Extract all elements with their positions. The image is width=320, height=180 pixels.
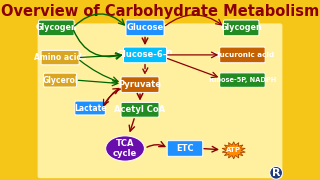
FancyBboxPatch shape	[41, 50, 79, 65]
FancyBboxPatch shape	[75, 101, 105, 115]
Text: ETC: ETC	[176, 144, 194, 153]
Text: Amino acids: Amino acids	[34, 53, 86, 62]
FancyBboxPatch shape	[167, 141, 203, 156]
Text: Acetyl CoA: Acetyl CoA	[115, 105, 165, 114]
Text: Glucose: Glucose	[126, 23, 164, 32]
FancyBboxPatch shape	[35, 0, 285, 180]
Text: Pyruvate: Pyruvate	[118, 80, 162, 89]
FancyBboxPatch shape	[121, 77, 159, 93]
Text: R: R	[272, 168, 280, 178]
FancyBboxPatch shape	[38, 23, 282, 178]
Ellipse shape	[106, 136, 144, 161]
FancyBboxPatch shape	[124, 47, 166, 63]
Text: Overview of Carbohydrate Metabolism: Overview of Carbohydrate Metabolism	[1, 4, 319, 19]
FancyBboxPatch shape	[126, 20, 164, 36]
Text: Lactate: Lactate	[74, 103, 106, 112]
Text: TCA
cycle: TCA cycle	[113, 139, 137, 158]
FancyBboxPatch shape	[121, 102, 159, 117]
FancyBboxPatch shape	[220, 73, 265, 87]
Text: Glucose-6-P: Glucose-6-P	[117, 50, 173, 59]
Text: Glucuronic acid: Glucuronic acid	[211, 52, 274, 58]
FancyBboxPatch shape	[220, 47, 265, 63]
FancyBboxPatch shape	[39, 20, 74, 36]
FancyBboxPatch shape	[223, 20, 259, 36]
Text: Glycerol: Glycerol	[42, 76, 78, 85]
FancyBboxPatch shape	[35, 0, 285, 23]
FancyBboxPatch shape	[44, 73, 76, 87]
Polygon shape	[222, 142, 245, 159]
Text: Glycogen: Glycogen	[220, 23, 262, 32]
Text: Glycogen: Glycogen	[36, 23, 77, 32]
Text: Ribose-5P, NADPH: Ribose-5P, NADPH	[209, 77, 276, 83]
Text: ATP: ATP	[226, 147, 241, 153]
